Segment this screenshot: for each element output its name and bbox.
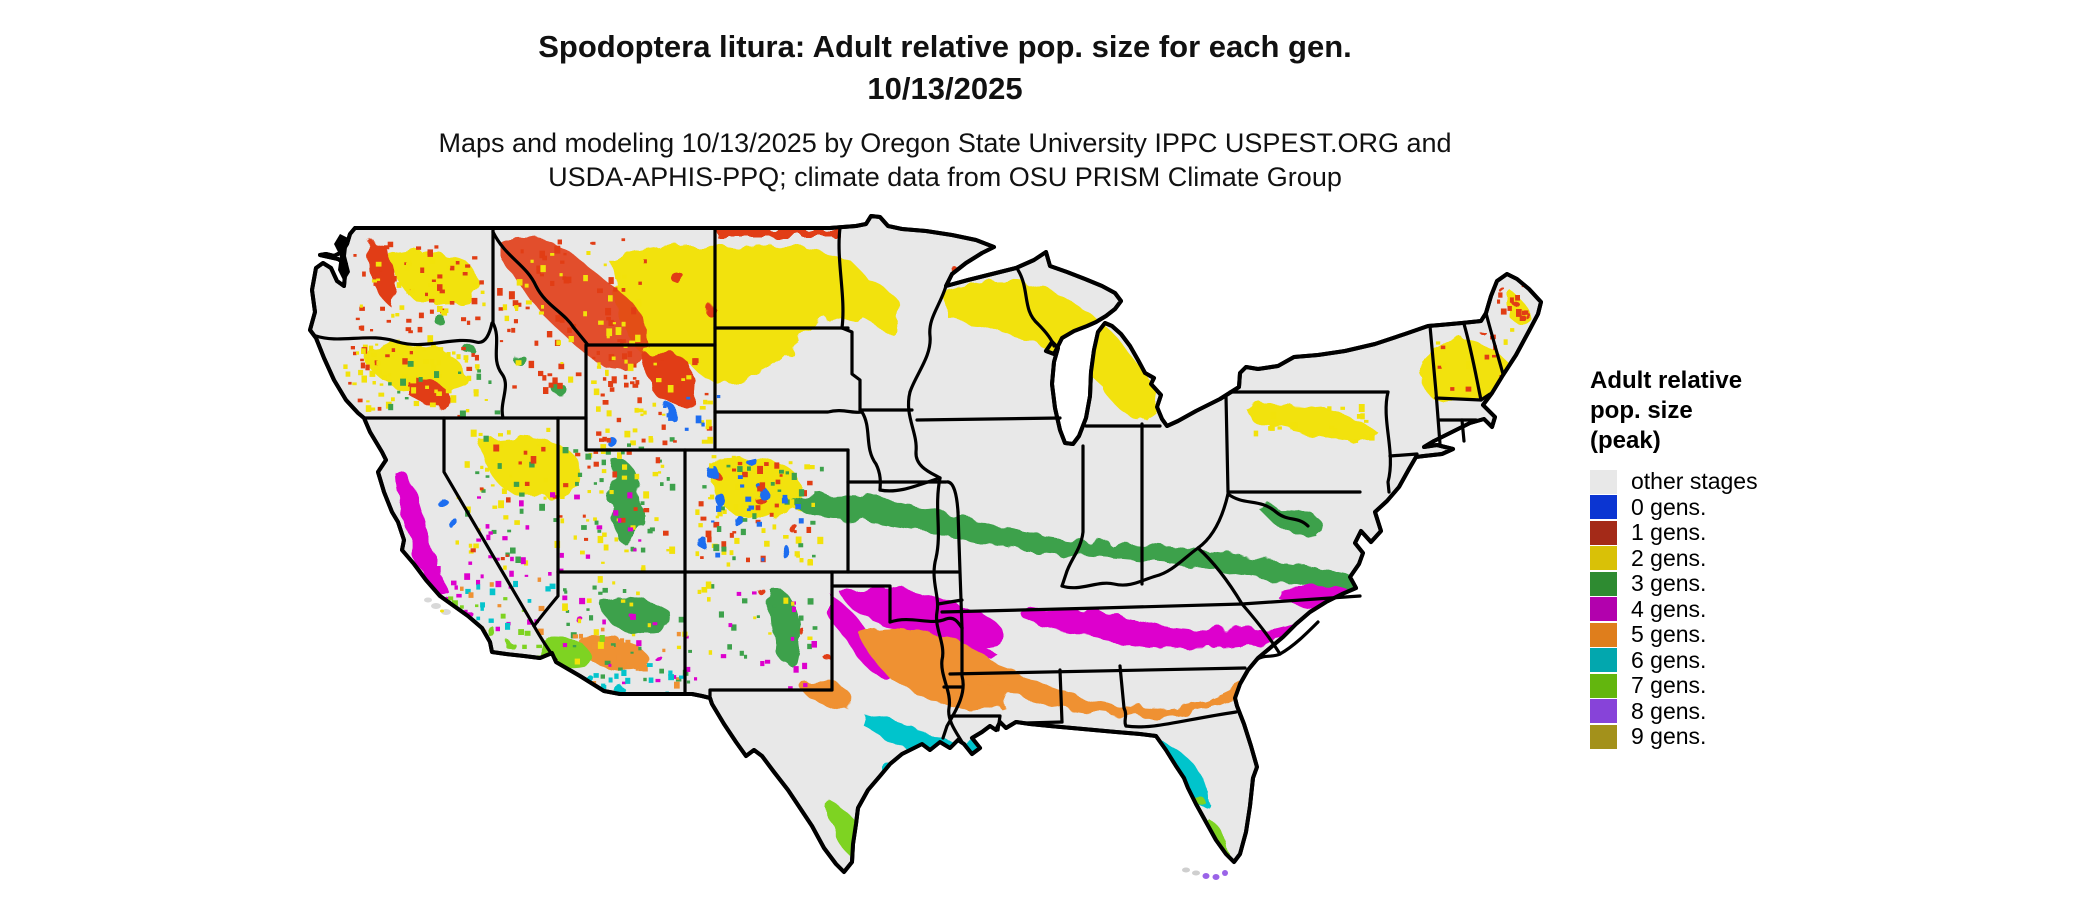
legend-item-label: 0 gens. <box>1631 493 1707 520</box>
legend-item-9: 9 gens. <box>1590 723 1890 750</box>
us-map-container <box>240 160 1580 892</box>
legend-item-label: 4 gens. <box>1631 595 1707 622</box>
legend-title-line3: (peak) <box>1590 427 1661 454</box>
legend-item-label: 8 gens. <box>1631 697 1707 724</box>
channel-islands <box>424 597 451 615</box>
legend-swatch <box>1590 495 1617 520</box>
legend-swatch <box>1590 597 1617 622</box>
legend-item-1: 1 gens. <box>1590 519 1890 546</box>
legend-item-label: 3 gens. <box>1631 570 1707 597</box>
legend-item-4: 4 gens. <box>1590 595 1890 623</box>
legend-title-line1: Adult relative <box>1590 367 1743 394</box>
legend-item-8: 8 gens. <box>1590 697 1890 725</box>
legend-item-6: 6 gens. <box>1590 646 1890 674</box>
map-patches-0-gens <box>438 406 791 558</box>
florida-keys <box>1182 867 1228 880</box>
legend-title-line2: pop. size <box>1590 397 1693 424</box>
legend-item-7: 7 gens. <box>1590 672 1890 699</box>
legend-items: other stages 0 gens. 1 gens. 2 gens. 3 gens.… <box>1590 468 1890 750</box>
legend-swatch <box>1590 648 1617 673</box>
legend-item-2: 2 gens. <box>1590 544 1890 572</box>
legend-swatch <box>1590 520 1617 545</box>
legend-item-label: other stages <box>1631 468 1758 495</box>
legend-swatch <box>1590 571 1617 596</box>
map-patches-3-gens <box>434 315 1358 665</box>
figure-titles: Spodoptera litura: Adult relative pop. s… <box>0 26 1890 194</box>
map-subtitle-line2: USDA-APHIS-PPQ; climate data from OSU PR… <box>548 162 1342 192</box>
map-raster-speckles <box>337 238 1529 696</box>
legend-item-label: 9 gens. <box>1631 723 1707 750</box>
map-patches-5-gens <box>580 627 1280 717</box>
us-map <box>308 214 1543 880</box>
legend-swatch <box>1590 724 1617 749</box>
legend-swatch <box>1590 546 1617 571</box>
legend-item-other: other stages <box>1590 468 1890 495</box>
map-title: Spodoptera litura: Adult relative pop. s… <box>538 29 1352 64</box>
legend-item-5: 5 gens. <box>1590 621 1890 648</box>
legend: Adult relative pop. size (peak) other st… <box>1590 366 1890 750</box>
legend-swatch <box>1590 469 1617 494</box>
legend-item-3: 3 gens. <box>1590 570 1890 597</box>
legend-swatch <box>1590 699 1617 724</box>
legend-item-label: 5 gens. <box>1631 621 1707 648</box>
us-coast-outline <box>308 214 1543 874</box>
map-subtitle-line1: Maps and modeling 10/13/2025 by Oregon S… <box>438 128 1452 158</box>
state-borders <box>314 226 1505 744</box>
legend-swatch <box>1590 622 1617 647</box>
legend-swatch <box>1590 673 1617 698</box>
legend-item-label: 7 gens. <box>1631 672 1707 699</box>
legend-item-0: 0 gens. <box>1590 493 1890 521</box>
map-title-date: 10/13/2025 <box>867 71 1023 106</box>
puget-sound <box>334 234 350 282</box>
legend-item-label: 6 gens. <box>1631 646 1707 673</box>
legend-item-label: 1 gens. <box>1631 519 1707 546</box>
legend-item-label: 2 gens. <box>1631 544 1707 571</box>
